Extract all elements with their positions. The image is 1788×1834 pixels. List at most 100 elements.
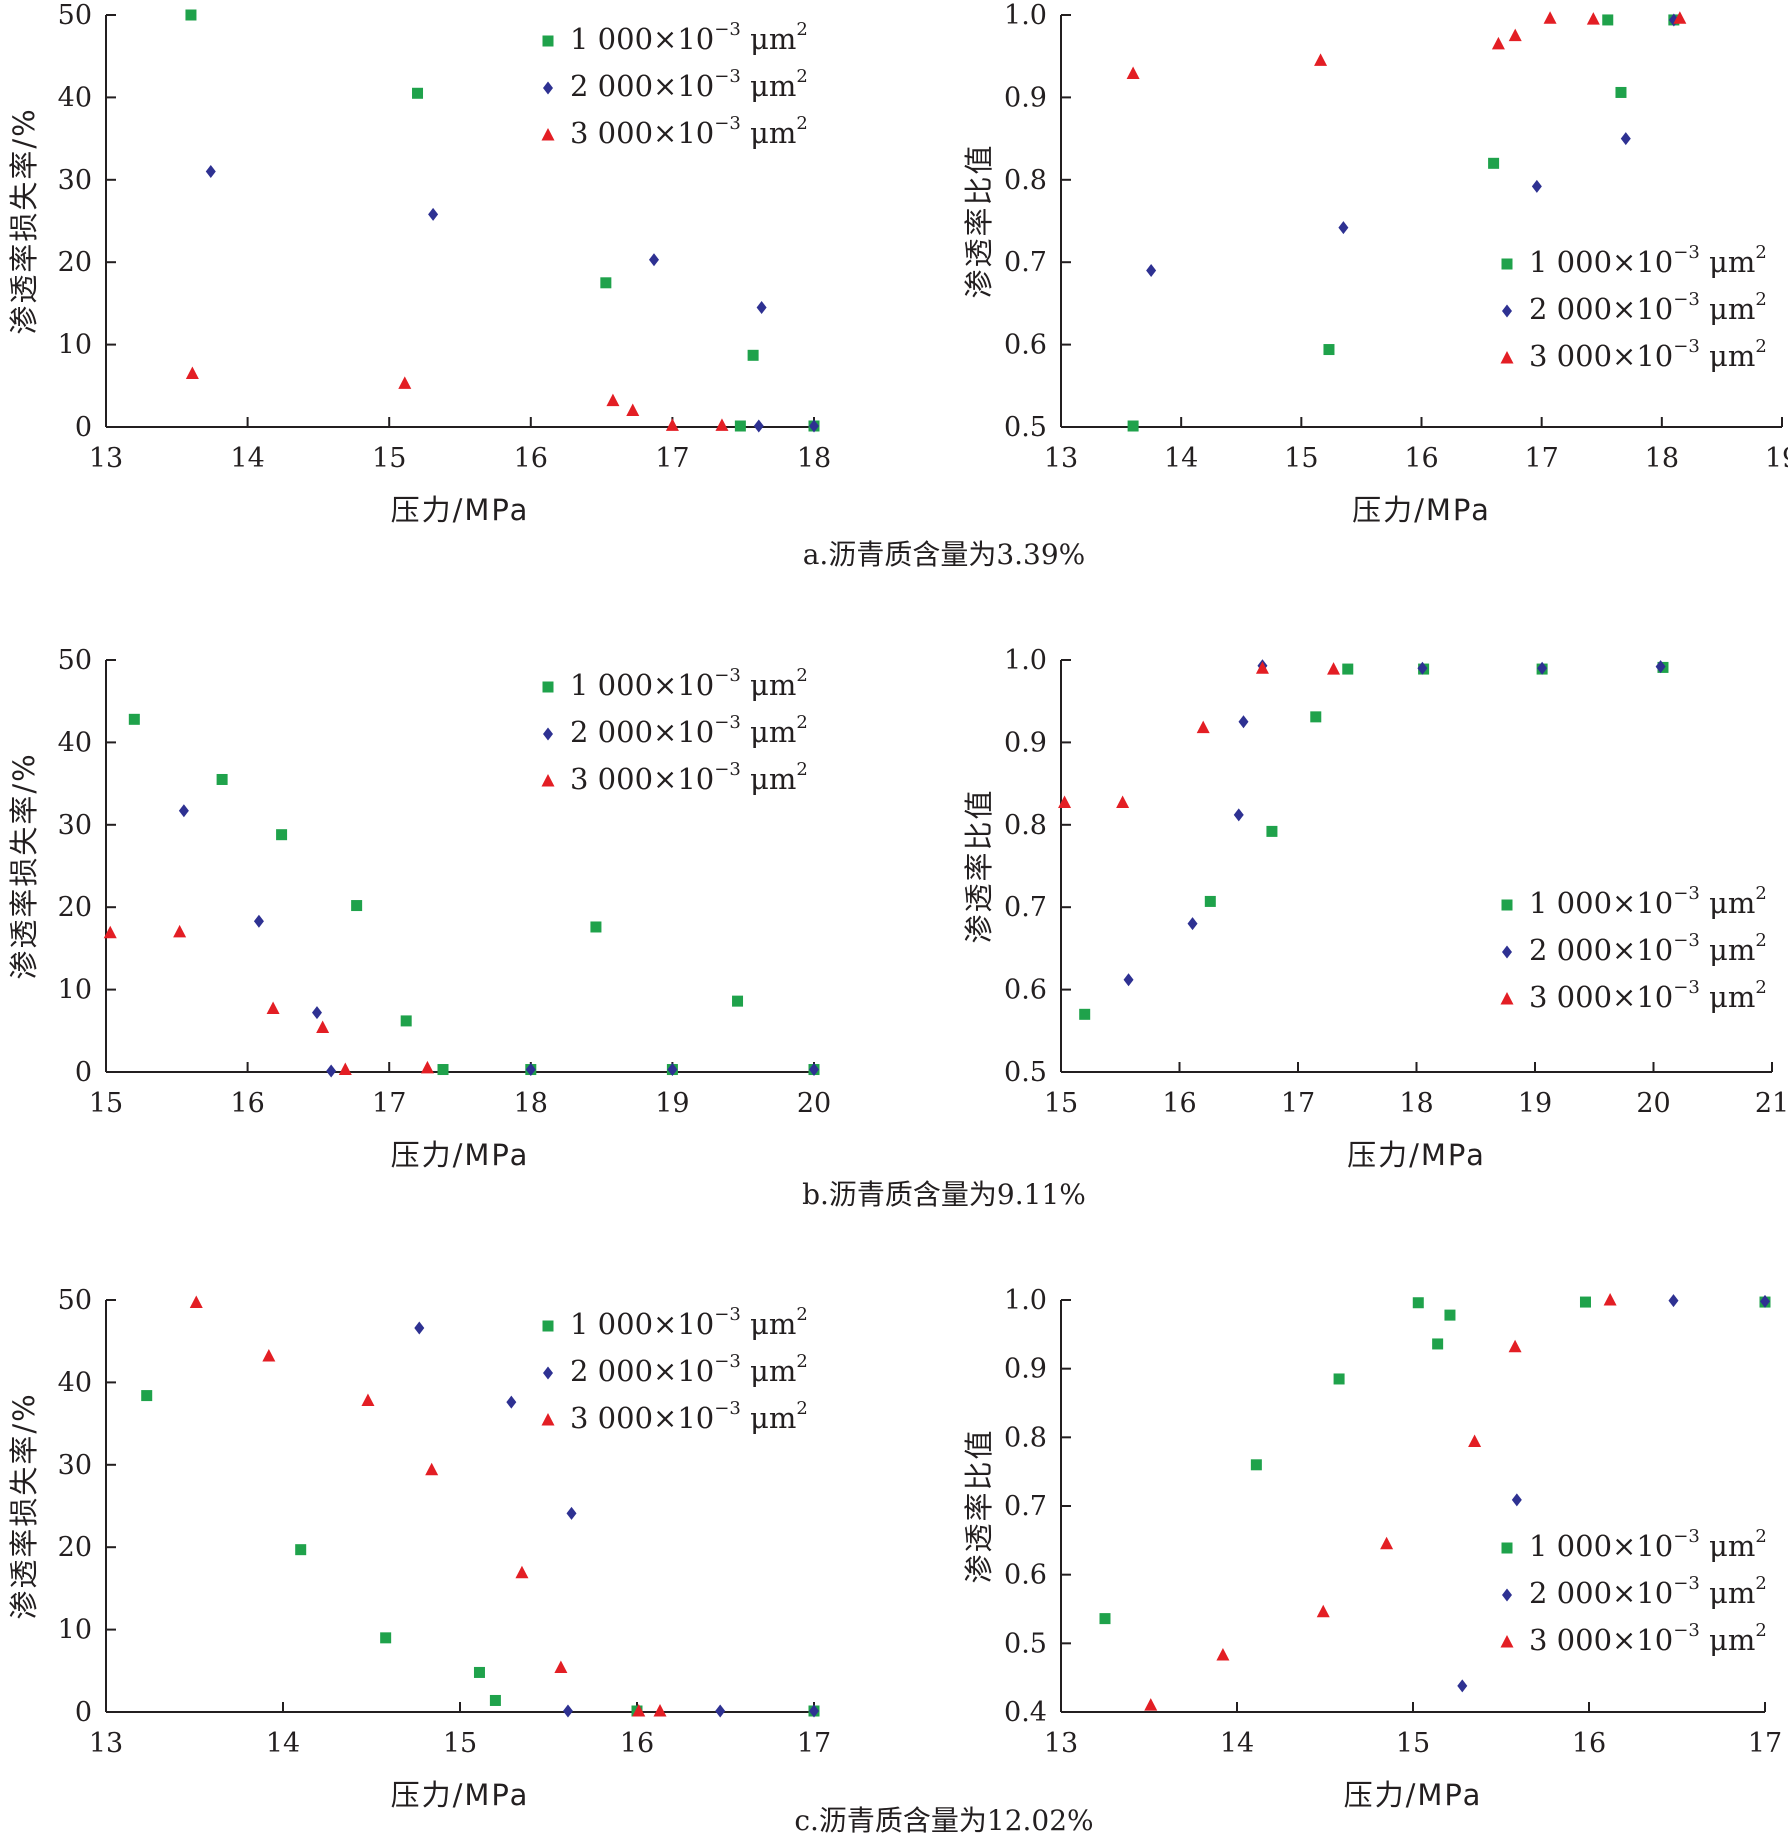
legend-sup2: 2	[1755, 242, 1766, 263]
y-tick-label: 0	[75, 412, 92, 443]
x-tick-label: 15	[443, 1728, 477, 1759]
legend-entry-s2: 2 000×10−3 μm2	[570, 66, 808, 103]
legend-sup1: −3	[1673, 1573, 1700, 1594]
data-point	[809, 419, 819, 433]
legend-main: 2 000×10	[1529, 292, 1673, 326]
y-tick-label: 0	[75, 1697, 92, 1728]
legend-marker-s2	[1502, 304, 1512, 318]
x-tick-label: 14	[1220, 1728, 1254, 1759]
panel-caption: b.沥青质含量为9.11%	[802, 1178, 1086, 1211]
data-point	[1250, 1459, 1262, 1471]
data-point	[653, 1704, 667, 1717]
data-point	[1126, 66, 1140, 80]
data-point	[1457, 1679, 1468, 1693]
x-tick-label: 18	[1399, 1088, 1433, 1119]
data-point	[1508, 28, 1522, 42]
chart-panel-c-left: 0 10 20 30 40 50 13 14 15 16 17 压力/MPa 渗透率损失率/% 1 000…	[7, 1285, 831, 1812]
legend-entry-s1: 1 000×10−3 μm2	[570, 1304, 808, 1341]
data-point	[1146, 263, 1157, 277]
data-point	[398, 376, 412, 389]
legend-marker-s3	[541, 774, 555, 787]
legend-main: 2 000×10	[570, 1354, 714, 1388]
x-axis-label: 压力/MPa	[391, 493, 530, 527]
data-point	[554, 1660, 568, 1674]
legend-unit: μm	[1700, 1623, 1756, 1657]
legend-sup2: 2	[1755, 336, 1766, 357]
data-point	[414, 1321, 425, 1335]
data-point	[1316, 1604, 1330, 1618]
legend-unit: μm	[741, 762, 797, 796]
data-point	[412, 87, 424, 99]
data-point	[756, 301, 767, 315]
y-tick-label: 10	[58, 1615, 92, 1646]
series-s3	[185, 366, 729, 431]
y-tick-label: 50	[58, 0, 92, 31]
y-tick-label: 0.8	[1004, 165, 1047, 196]
legend-entry-s2: 2 000×10−3 μm2	[570, 712, 808, 749]
y-axis-label: 渗透率比值	[962, 1428, 996, 1583]
x-tick-label: 13	[1044, 1728, 1078, 1759]
x-tick-label: 19	[655, 1088, 689, 1119]
x-axis-label: 压力/MPa	[1347, 1138, 1486, 1172]
data-point	[1508, 1339, 1522, 1353]
data-point	[380, 1632, 392, 1644]
data-point	[1380, 1536, 1394, 1550]
x-tick-label: 19	[1765, 443, 1788, 474]
legend-entry-s1: 1 000×10−3 μm2	[1529, 242, 1767, 279]
legend-main: 2 000×10	[1529, 933, 1673, 967]
y-tick-label: 0.6	[1004, 330, 1047, 361]
series-s2	[414, 1321, 819, 1718]
legend-entry-s1: 1 000×10−3 μm2	[570, 665, 808, 702]
axes: 0.4 0.5 0.6 0.7 0.8 0.9 1.0 13 14 15 16 17	[1004, 1285, 1782, 1759]
y-axis-label: 渗透率损失率/%	[7, 752, 41, 979]
legend-sup1: −3	[1673, 930, 1700, 951]
y-tick-label: 0.6	[1004, 975, 1047, 1006]
data-point	[1579, 1296, 1591, 1308]
data-point	[428, 207, 439, 221]
x-tick-label: 16	[1572, 1728, 1606, 1759]
series-s1	[141, 1390, 820, 1717]
legend-sup2: 2	[1755, 289, 1766, 310]
series-s3	[1144, 1293, 1617, 1711]
series-s2	[1146, 13, 1679, 277]
legend-sup1: −3	[714, 1398, 741, 1419]
y-tick-label: 40	[58, 727, 92, 758]
data-point	[1468, 1434, 1482, 1447]
series-s3	[189, 1295, 667, 1717]
legend-sup1: −3	[714, 759, 741, 780]
legend-entry-s2: 2 000×10−3 μm2	[1529, 930, 1767, 967]
y-tick-label: 0.5	[1004, 1628, 1047, 1659]
data-point	[1342, 663, 1354, 675]
data-point	[1314, 53, 1328, 66]
data-point	[732, 995, 744, 1007]
axes: 0 10 20 30 40 50 13 14 15 16 17 18	[58, 0, 832, 474]
y-tick-label: 0.4	[1004, 1697, 1047, 1728]
x-tick-label: 13	[1044, 443, 1078, 474]
data-point	[425, 1462, 439, 1476]
legend-unit: μm	[741, 1307, 797, 1341]
x-tick-label: 17	[655, 443, 689, 474]
data-point	[1673, 11, 1687, 24]
x-tick-label: 17	[372, 1088, 406, 1119]
legend-marker-s2	[543, 727, 553, 741]
y-tick-label: 0.8	[1004, 1422, 1047, 1453]
legend-sup2: 2	[796, 665, 807, 686]
legend-sup2: 2	[796, 1398, 807, 1419]
y-tick-label: 10	[58, 975, 92, 1006]
x-tick-label: 18	[514, 1088, 548, 1119]
data-point	[103, 925, 117, 939]
panel-caption: a.沥青质含量为3.39%	[803, 538, 1086, 571]
data-point	[515, 1565, 529, 1579]
data-point	[809, 1063, 819, 1077]
legend-sup2: 2	[796, 113, 807, 134]
data-point	[141, 1390, 153, 1402]
legend-unit: μm	[1700, 245, 1756, 279]
y-tick-label: 0.8	[1004, 810, 1047, 841]
y-tick-label: 50	[58, 1285, 92, 1316]
data-point	[173, 924, 187, 938]
legend-marker-s1	[542, 35, 554, 47]
x-tick-label: 13	[89, 1728, 123, 1759]
legend-main: 2 000×10	[570, 715, 714, 749]
